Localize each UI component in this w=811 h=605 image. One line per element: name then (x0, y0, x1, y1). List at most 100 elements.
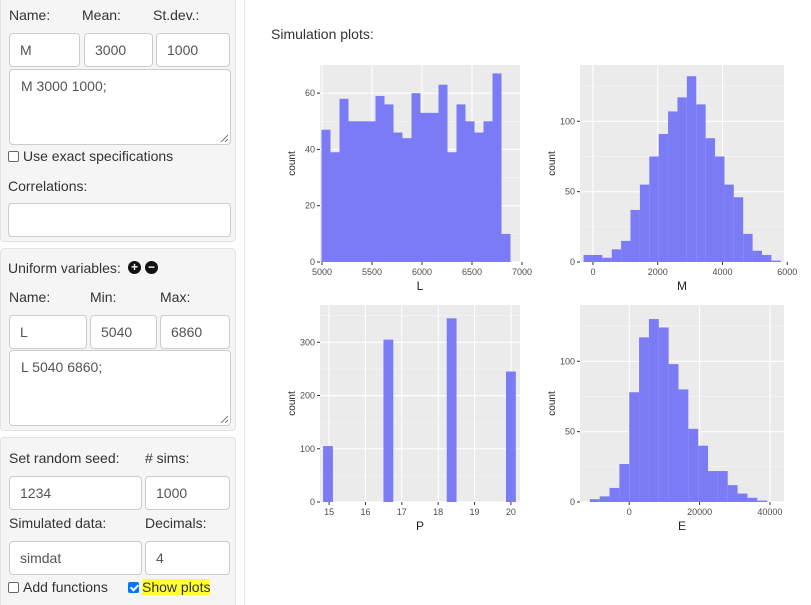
y-tick-label: 40 (305, 144, 315, 154)
resize-grip-icon[interactable] (220, 415, 228, 423)
x-tick-label: 20 (506, 507, 516, 517)
histogram-bar (717, 471, 728, 502)
histogram-bar (611, 249, 622, 262)
x-tick-label: 0 (627, 507, 632, 517)
histogram-bar (321, 129, 331, 262)
page-title: Simulation plots: (271, 26, 374, 42)
histogram-bar (630, 209, 640, 262)
simdata-label: Simulated data: (9, 515, 107, 531)
minus-circle-icon[interactable]: − (145, 261, 158, 274)
y-axis-label: count (287, 391, 298, 416)
histogram-bar (677, 97, 687, 262)
y-tick-label: 300 (300, 337, 315, 347)
resize-grip-icon[interactable] (220, 134, 228, 142)
histogram-bar (678, 389, 689, 502)
uniform-min-header: Min: (90, 289, 117, 305)
simdata-input[interactable]: simdat (9, 541, 142, 575)
seed-input[interactable]: 1234 (9, 476, 142, 510)
y-tick-label: 200 (300, 391, 315, 401)
uniform-min-input[interactable]: 5040 (90, 315, 157, 349)
normal-sd-input[interactable]: 1000 (156, 33, 230, 67)
histogram-bar (411, 93, 421, 262)
sims-label: # sims: (145, 450, 190, 466)
plus-circle-icon[interactable]: + (128, 261, 141, 274)
correlations-label: Correlations: (8, 178, 88, 194)
correlations-input[interactable] (8, 203, 231, 237)
uniform-variables-panel: Uniform variables: + − Name: Min: Max: L… (0, 248, 236, 431)
decimals-input[interactable]: 4 (145, 541, 230, 575)
uniform-name-input[interactable]: L (9, 315, 87, 349)
x-axis-label: E (678, 519, 686, 533)
histogram-bar (393, 132, 403, 262)
histogram-bar (724, 184, 734, 262)
uniform-spec-text: L 5040 6860; (21, 359, 103, 375)
y-tick-label: 0 (310, 497, 315, 507)
histogram-bar (619, 464, 630, 502)
histogram-bar (323, 446, 333, 502)
histogram-bar (465, 121, 475, 263)
x-axis-label: M (677, 279, 687, 293)
uniform-spec-textarea[interactable]: L 5040 6860; (9, 350, 231, 426)
histogram-bar (592, 254, 603, 262)
x-tick-label: 7000 (512, 267, 532, 277)
histogram-bar (668, 364, 679, 502)
histogram-bar (492, 73, 502, 262)
histogram-bar (639, 337, 649, 502)
x-tick-label: 17 (397, 507, 407, 517)
x-tick-label: 6500 (462, 267, 482, 277)
show-plots-checkbox[interactable] (128, 582, 139, 593)
histogram-bar (384, 104, 394, 263)
normal-name-header: Name: (9, 7, 51, 23)
y-axis-label: count (287, 151, 298, 176)
histogram-bar (483, 121, 493, 263)
sims-input[interactable]: 1000 (145, 476, 230, 510)
y-axis-label: count (547, 151, 558, 176)
histogram-bar (429, 112, 439, 262)
histogram-bar (375, 95, 385, 262)
histogram-bar (629, 392, 640, 502)
normal-mean-input[interactable]: 3000 (84, 33, 153, 67)
histogram-bar (708, 471, 718, 502)
x-tick-label: 5500 (362, 267, 382, 277)
normal-name-input[interactable]: M (9, 33, 80, 67)
histogram-bar (621, 240, 631, 262)
histogram-bar (648, 319, 659, 502)
histogram-bar (639, 184, 650, 262)
histogram-bar (658, 133, 669, 262)
normal-spec-text: M 3000 1000; (21, 78, 107, 94)
x-tick-label: 4000 (712, 267, 732, 277)
histogram-bar (733, 197, 744, 262)
x-tick-label: 19 (470, 507, 480, 517)
histogram-bar (698, 445, 709, 502)
histogram-bar (686, 76, 697, 262)
y-tick-label: 0 (570, 497, 575, 507)
histogram-bar (501, 233, 511, 262)
histogram-bar (668, 111, 678, 262)
x-tick-label: 15 (324, 507, 334, 517)
y-tick-label: 20 (305, 201, 315, 211)
histogram-bar (705, 138, 716, 262)
histogram-bar (402, 138, 412, 262)
decimals-label: Decimals: (145, 515, 207, 531)
histogram-bar (446, 318, 457, 502)
histogram-bar (737, 493, 748, 502)
uniform-max-input[interactable]: 6860 (160, 315, 230, 349)
histogram-bar (727, 485, 738, 502)
add-functions-checkbox[interactable] (8, 582, 19, 593)
histogram-bar (357, 121, 367, 263)
histogram-bar (761, 254, 772, 262)
x-axis-label: L (417, 279, 424, 293)
exact-spec-checkbox[interactable] (8, 151, 19, 162)
histogram-bar (383, 339, 394, 502)
histogram-bar (366, 121, 376, 263)
show-plots-label: Show plots (142, 579, 211, 595)
x-tick-label: 5000 (312, 267, 332, 277)
histogram-bar (747, 497, 758, 502)
x-tick-label: 6000 (777, 267, 797, 277)
normal-mean-header: Mean: (82, 7, 121, 23)
normal-spec-textarea[interactable]: M 3000 1000; (9, 69, 231, 145)
x-tick-label: 2000 (648, 267, 668, 277)
